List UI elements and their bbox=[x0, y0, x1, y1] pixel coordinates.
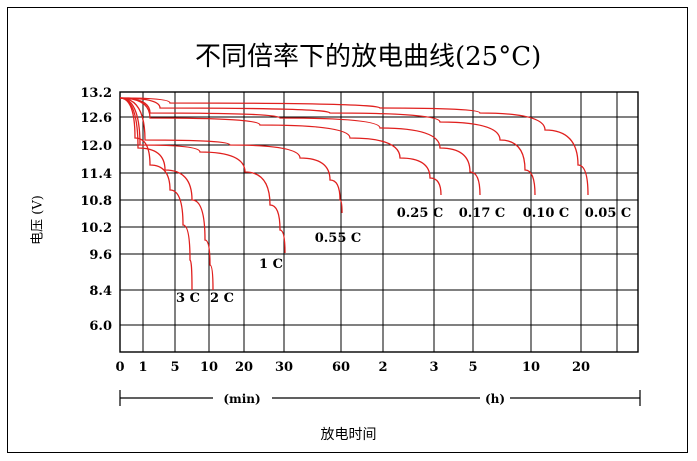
series-line-1C bbox=[119, 97, 286, 254]
x-tick-label: 2 bbox=[378, 360, 387, 375]
x-tick-label: 0 bbox=[115, 360, 124, 375]
series-line-0_17C bbox=[119, 97, 481, 196]
series-label-0_55C: 0.55 C bbox=[315, 231, 362, 246]
y-tick-label: 11.4 bbox=[80, 167, 112, 182]
x-tick-label: 3 bbox=[429, 360, 438, 375]
series-line-3C bbox=[119, 97, 193, 291]
x-tick-label: 30 bbox=[275, 360, 293, 375]
y-tick-label: 10.2 bbox=[80, 221, 112, 236]
y-tick-label: 8.4 bbox=[89, 284, 112, 299]
x-tick-label: 10 bbox=[200, 360, 218, 375]
series-label-2C: 2 C bbox=[210, 291, 234, 306]
series-line-0_05C bbox=[119, 97, 589, 196]
series-label-3C: 3 C bbox=[176, 291, 200, 306]
y-tick-label: 6.0 bbox=[89, 319, 112, 334]
series-line-0_10C bbox=[119, 97, 536, 196]
x-tick-label: 5 bbox=[468, 360, 477, 375]
plot-area-border bbox=[119, 91, 639, 353]
x-tick-label: 5 bbox=[170, 360, 179, 375]
x-tick-label: 10 bbox=[522, 360, 540, 375]
x-unit-min: (min) bbox=[223, 392, 260, 406]
series-line-0_25C bbox=[119, 97, 442, 196]
series-label-1C: 1 C bbox=[259, 257, 283, 272]
series-line-2C bbox=[119, 97, 214, 291]
y-tick-label: 10.8 bbox=[80, 194, 112, 209]
x-axis-label: 放电时间 bbox=[320, 427, 377, 443]
y-tick-label: 12.0 bbox=[80, 139, 112, 154]
x-tick-label: 20 bbox=[235, 360, 253, 375]
series-line-0_55C bbox=[119, 97, 343, 214]
x-unit-h: (h) bbox=[485, 392, 505, 406]
series-label-0_25C: 0.25 C bbox=[397, 206, 444, 221]
y-tick-label: 13.2 bbox=[80, 86, 112, 101]
series-label-0_05C: 0.05 C bbox=[585, 206, 632, 221]
series-label-0_17C: 0.17 C bbox=[459, 206, 506, 221]
series-label-0_10C: 0.10 C bbox=[523, 206, 570, 221]
x-tick-label: 1 bbox=[138, 360, 147, 375]
y-tick-label: 12.6 bbox=[80, 111, 112, 126]
x-tick-label: 20 bbox=[572, 360, 590, 375]
y-tick-label: 9.6 bbox=[89, 248, 112, 263]
chart-title: 不同倍率下的放电曲线(25°C) bbox=[195, 42, 542, 72]
x-tick-label: 60 bbox=[332, 360, 350, 375]
